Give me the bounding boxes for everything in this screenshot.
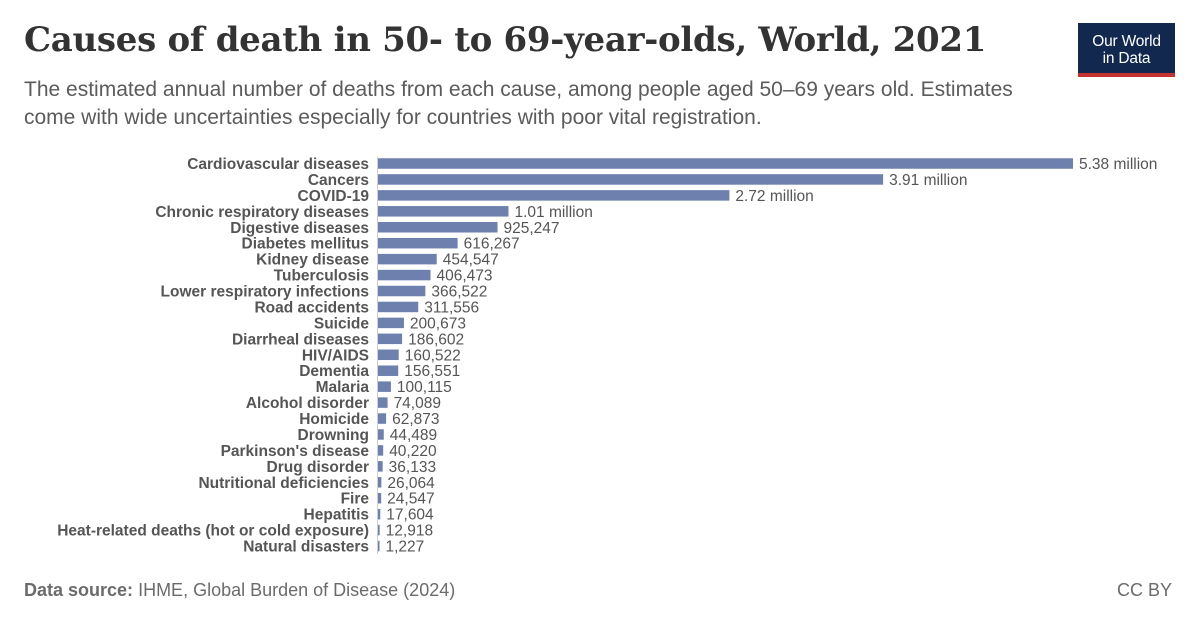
value-label: 36,133 (389, 459, 436, 476)
value-label: 616,267 (464, 236, 520, 253)
chart-subtitle: The estimated annual number of deaths fr… (24, 78, 1013, 129)
value-label: 311,556 (424, 299, 479, 316)
value-label: 186,602 (408, 331, 464, 348)
bar[interactable] (378, 269, 431, 281)
bar[interactable] (378, 253, 437, 265)
value-label: 74,089 (394, 395, 441, 412)
bar[interactable] (378, 492, 382, 504)
bar[interactable] (378, 333, 403, 345)
value-label: 406,473 (437, 268, 493, 285)
bar[interactable] (378, 301, 419, 313)
bar[interactable] (378, 222, 498, 233)
bar[interactable] (378, 237, 458, 249)
bar[interactable] (378, 397, 388, 408)
bar[interactable] (378, 190, 730, 201)
value-label: 1,227 (386, 539, 425, 556)
value-label: 17,604 (386, 507, 434, 524)
category-label: Suicide (314, 315, 370, 332)
value-label: 366,522 (431, 284, 487, 301)
bar[interactable] (378, 477, 382, 488)
data-source-label: Data source: (24, 580, 134, 600)
value-label: 454,547 (443, 252, 499, 269)
value-label: 62,873 (392, 411, 439, 428)
category-label: Homicide (299, 411, 369, 428)
value-label: 44,489 (390, 427, 437, 444)
category-label: Parkinson's disease (221, 443, 370, 460)
value-label: 100,115 (397, 379, 452, 396)
value-label: 925,247 (504, 220, 560, 237)
category-label: Cancers (308, 172, 369, 189)
value-label: 2.72 million (735, 188, 813, 205)
bar[interactable] (378, 461, 383, 472)
bar[interactable] (378, 508, 381, 520)
bar[interactable] (378, 365, 399, 376)
bar[interactable] (378, 381, 391, 392)
category-label: Chronic respiratory diseases (155, 204, 369, 221)
category-label: Fire (341, 491, 370, 508)
category-label: Heat-related deaths (hot or cold exposur… (57, 523, 369, 540)
value-label: 12,918 (386, 523, 433, 540)
bar[interactable] (378, 349, 399, 361)
bar[interactable] (378, 524, 380, 536)
category-label: Diabetes mellitus (242, 236, 370, 253)
value-label: 156,551 (404, 363, 460, 380)
bar[interactable] (378, 317, 404, 329)
owid-logo[interactable]: Our World in Data (1078, 23, 1175, 77)
bar[interactable] (378, 206, 509, 217)
bar[interactable] (378, 285, 426, 297)
category-label: Nutritional deficiencies (198, 475, 369, 492)
bar[interactable] (378, 413, 387, 424)
value-label: 160,522 (405, 347, 461, 364)
category-label: Malaria (316, 379, 370, 396)
license-link[interactable]: CC BY (1116, 580, 1172, 600)
category-label: Diarrheal diseases (232, 331, 369, 348)
category-label: Kidney disease (256, 252, 369, 269)
value-label: 26,064 (387, 475, 435, 492)
value-label: 1.01 million (514, 204, 592, 221)
bar[interactable] (378, 174, 884, 185)
bar[interactable] (378, 158, 1073, 169)
bar[interactable] (378, 445, 384, 456)
category-label: Hepatitis (304, 507, 369, 524)
data-source-link[interactable]: IHME, Global Burden of Disease (2024) (138, 580, 456, 600)
category-label: Tuberculosis (274, 268, 369, 285)
chart-title: Causes of death in 50- to 69-year-olds, … (24, 20, 987, 60)
bar[interactable] (378, 429, 384, 440)
category-label: COVID-19 (298, 188, 370, 205)
data-source: Data source: IHME, Global Burden of Dise… (24, 580, 455, 601)
value-label: 5.38 million (1079, 156, 1157, 173)
logo-line-1: Our World (1092, 33, 1161, 50)
bar[interactable] (378, 540, 380, 552)
category-label: Natural disasters (243, 539, 369, 556)
category-label: Lower respiratory infections (161, 284, 369, 301)
category-label: Dementia (299, 363, 369, 380)
value-label: 200,673 (410, 315, 466, 332)
category-label: Drug disorder (267, 459, 369, 476)
category-label: Cardiovascular diseases (187, 156, 369, 173)
category-label: Digestive diseases (230, 220, 369, 237)
category-label: HIV/AIDS (302, 347, 369, 364)
value-label: 3.91 million (889, 172, 967, 189)
value-label: 24,547 (387, 491, 434, 508)
value-label: 40,220 (389, 443, 437, 460)
bar-chart: Cardiovascular diseases 5.38 million Cance… (57, 156, 1157, 556)
category-label: Road accidents (254, 299, 369, 316)
category-label: Drowning (298, 427, 369, 444)
category-label: Alcohol disorder (246, 395, 369, 412)
logo-line-2: in Data (1102, 50, 1151, 67)
